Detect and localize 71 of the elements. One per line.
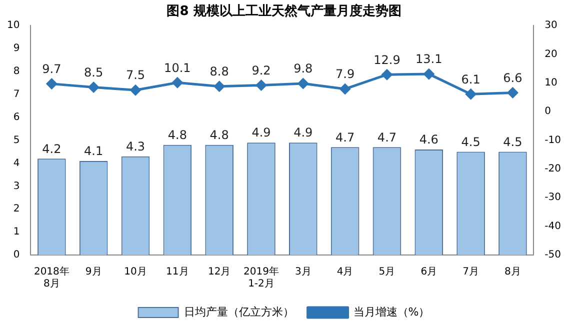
y2-tick-label: -20 <box>544 164 562 175</box>
x-tick-label: 10月 <box>124 266 147 278</box>
y2-tick-label: -50 <box>544 250 562 261</box>
y2-tick-label: 30 <box>544 20 558 32</box>
data-label: 4.1 <box>84 144 104 158</box>
x-tick-label: 6月 <box>420 266 438 278</box>
data-label: 4.2 <box>42 142 62 156</box>
y-tick-label: 4 <box>13 158 20 169</box>
data-label: 12.9 <box>374 52 400 67</box>
y2-tick-label: -10 <box>544 134 562 146</box>
x-tick-label: 12月 <box>208 266 231 278</box>
data-label: 4.8 <box>168 128 187 142</box>
data-label: 10.1 <box>164 60 191 75</box>
y-tick-label: 8 <box>13 66 20 78</box>
data-label: 4.7 <box>336 130 355 144</box>
point <box>507 87 518 98</box>
legend-label: 日均产量（亿立方米） <box>184 305 294 318</box>
y2-tick-label: -40 <box>544 220 562 232</box>
y2-tick-label: -30 <box>544 192 562 204</box>
data-label: 9.7 <box>42 62 62 76</box>
legend-label: 当月增速（%） <box>353 305 430 318</box>
x-tick-label: 9月 <box>85 266 102 278</box>
y-tick-label: 0 <box>13 250 20 261</box>
point <box>382 69 392 80</box>
data-label: 6.6 <box>503 70 522 85</box>
point <box>214 81 225 92</box>
x-tick-label: 5月 <box>378 266 396 278</box>
x-tick-label: 8月 <box>504 266 521 278</box>
point <box>340 84 350 94</box>
data-label: 8.5 <box>84 65 104 80</box>
y-tick-label: 10 <box>6 20 20 32</box>
point <box>172 77 183 88</box>
y-tick-label: 1 <box>13 226 20 238</box>
point <box>424 68 434 80</box>
point <box>88 82 99 92</box>
x-tick-label: 2019年 1-2月 <box>244 266 279 290</box>
data-label: 4.5 <box>461 134 480 149</box>
data-label: 4.5 <box>503 134 522 149</box>
x-tick-label: 4月 <box>336 266 354 278</box>
y2-tick-label: 0 <box>544 106 552 118</box>
data-label: 13.1 <box>416 52 442 66</box>
y2-tick-label: 10 <box>544 78 558 89</box>
data-label: 9.8 <box>294 62 313 76</box>
data-label: 8.8 <box>210 64 229 79</box>
y-tick-label: 6 <box>13 112 20 123</box>
x-tick-label: 3月 <box>294 266 312 278</box>
data-label: 4.3 <box>126 139 146 154</box>
data-label: 9.2 <box>252 63 271 78</box>
y-tick-label: 2 <box>13 204 20 215</box>
y-tick-label: 7 <box>13 89 20 100</box>
data-label: 4.9 <box>294 126 313 140</box>
y-tick-label: 5 <box>13 134 20 146</box>
point <box>130 84 141 96</box>
y-tick-label: 3 <box>13 180 20 192</box>
data-label: 4.9 <box>252 126 271 140</box>
x-tick-label: 2018年 8月 <box>34 266 70 290</box>
x-tick-label: 7月 <box>462 266 479 278</box>
point <box>46 78 57 90</box>
point <box>256 80 266 90</box>
data-label: 7.5 <box>126 68 146 82</box>
data-label: 4.7 <box>377 130 397 144</box>
point <box>466 88 476 100</box>
data-label: 7.9 <box>336 67 355 82</box>
data-label: 4.8 <box>210 128 229 142</box>
data-label: 6.1 <box>461 72 480 86</box>
x-tick-label: 11月 <box>166 266 189 278</box>
y-tick-label: 9 <box>13 43 20 54</box>
chart-title: 图8 规模以上工业天然气产量月度走势图 <box>166 3 402 20</box>
data-label: 4.6 <box>419 132 438 147</box>
point <box>298 78 308 89</box>
y2-tick-label: 20 <box>544 48 558 60</box>
